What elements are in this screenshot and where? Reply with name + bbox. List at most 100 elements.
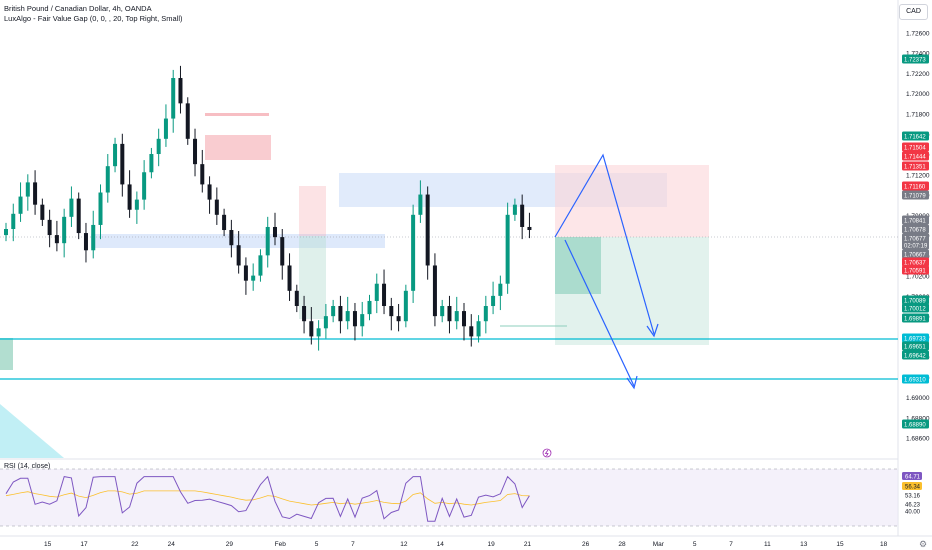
- price-label: 1.69733: [902, 333, 929, 343]
- x-tick-label: 14: [437, 541, 445, 548]
- price-label-bg: [902, 313, 929, 323]
- candle: [83, 222, 88, 263]
- triangle-zone: [0, 404, 64, 458]
- price-label-text: 1.70089: [904, 299, 926, 305]
- rsi-label: 64.71: [902, 472, 922, 481]
- price-label-bg: [902, 374, 929, 384]
- candle: [382, 269, 387, 315]
- rsi-label: 40.00: [905, 510, 921, 516]
- candle-body: [214, 199, 219, 215]
- candle: [40, 198, 45, 226]
- price-label: 02:07:19: [902, 240, 929, 250]
- price-label-text: 1.71351: [904, 165, 926, 171]
- candle-body: [193, 138, 198, 165]
- price-label: 1.71079: [902, 190, 929, 200]
- candle-body: [505, 214, 510, 284]
- fvg-zone: [91, 234, 385, 248]
- candle: [222, 208, 227, 237]
- fvg-zone: [205, 135, 271, 160]
- price-label-bg: [902, 303, 929, 313]
- y-tick-label: 1.68600: [906, 436, 930, 443]
- candle-body: [105, 166, 110, 193]
- x-tick-label: 22: [131, 541, 139, 548]
- price-label-bg: [902, 257, 929, 267]
- rsi-line: [5, 475, 530, 522]
- candle-body: [447, 306, 452, 322]
- candle: [403, 284, 408, 328]
- candle-body: [382, 283, 387, 307]
- candle: [309, 307, 314, 345]
- rsi-label-text: 40.00: [905, 510, 921, 516]
- x-tick-label: 24: [168, 541, 176, 548]
- x-tick-label: 29: [226, 541, 234, 548]
- x-tick-label: 26: [582, 541, 590, 548]
- price-label-text: 02:07:19: [904, 244, 928, 250]
- candle: [134, 191, 139, 224]
- symbol-legend[interactable]: British Pound / Canadian Dollar, 4h, OAN…: [4, 4, 152, 13]
- lightning-icon-ring: [542, 448, 552, 458]
- price-label: 1.70089: [902, 295, 929, 305]
- candle: [527, 212, 532, 239]
- y-tick-label: 1.69000: [906, 395, 930, 402]
- x-tick-label: 7: [351, 541, 355, 548]
- y-tick-label: 1.70200: [906, 274, 930, 281]
- fvg-zone: [205, 113, 269, 116]
- candle-body: [389, 306, 394, 317]
- candle-body: [163, 118, 168, 139]
- candle: [69, 186, 74, 227]
- y-tick-label: 1.72200: [906, 71, 930, 78]
- candle: [185, 97, 190, 145]
- price-label-bg: [902, 419, 929, 429]
- candle: [171, 69, 176, 133]
- candle: [214, 187, 219, 225]
- candle: [462, 302, 467, 341]
- candle: [505, 202, 510, 294]
- candle: [483, 295, 488, 334]
- candle-body: [120, 143, 125, 185]
- rsi-label-text: 56.34: [905, 485, 921, 491]
- candle-body: [367, 300, 372, 315]
- candle-body: [527, 226, 532, 231]
- candle-body: [483, 306, 488, 322]
- candle-body: [243, 265, 248, 281]
- candle-body: [18, 196, 23, 214]
- candle-body: [272, 226, 277, 238]
- rsi-label-text: 53.16: [905, 494, 921, 500]
- price-label-text: 1.70841: [904, 219, 926, 225]
- price-label-text: 1.69651: [904, 345, 926, 351]
- settings-gear-icon[interactable]: ⚙: [919, 539, 928, 549]
- price-label-text: 1.72373: [904, 58, 926, 64]
- candle-body: [4, 229, 8, 236]
- candle-body: [47, 219, 52, 236]
- candle: [142, 160, 147, 210]
- price-label-text: 1.69733: [904, 337, 926, 343]
- candle-body: [280, 237, 285, 266]
- price-label: 1.69651: [902, 341, 929, 351]
- candle-body: [411, 214, 416, 291]
- x-tick-label: Feb: [275, 541, 287, 548]
- lightning-icon: [542, 448, 552, 458]
- candle: [302, 295, 307, 334]
- candle-body: [309, 321, 314, 337]
- fvg-zone: [299, 186, 326, 236]
- rsi-legend[interactable]: RSI (14, close): [4, 463, 51, 470]
- price-label: 1.70637: [902, 257, 929, 267]
- candle-body: [396, 316, 401, 322]
- x-tick-label: 21: [524, 541, 532, 548]
- candle-body: [512, 204, 517, 215]
- candle: [512, 198, 517, 221]
- candle: [331, 299, 336, 323]
- projection-arrow: [554, 153, 655, 335]
- price-label-text: 1.68890: [904, 423, 926, 429]
- currency-button[interactable]: CAD: [899, 4, 928, 20]
- candle-body: [25, 182, 30, 197]
- price-label-text: 1.70667: [904, 253, 926, 259]
- price-label: 1.69891: [902, 313, 929, 323]
- rsi-label: 46.23: [905, 503, 921, 509]
- indicator-legend[interactable]: LuxAlgo - Fair Value Gap (0, 0, , 20, To…: [4, 14, 183, 23]
- x-tick-label: 5: [315, 541, 319, 548]
- price-label-text: 1.69310: [904, 378, 926, 384]
- price-label-bg: [902, 265, 929, 275]
- candle: [156, 128, 161, 167]
